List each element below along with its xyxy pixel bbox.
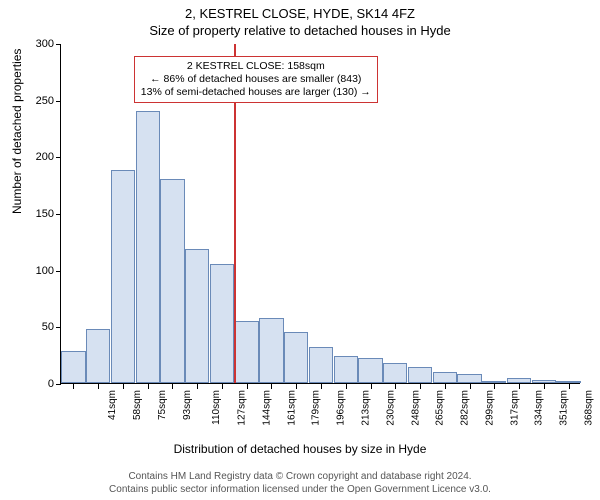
title-subtitle: Size of property relative to detached ho… [0, 21, 600, 42]
x-tick-label: 127sqm [237, 390, 248, 426]
x-tick-mark [247, 384, 248, 389]
histogram-bar [457, 374, 481, 383]
histogram-bar [61, 351, 85, 383]
x-tick-mark [494, 384, 495, 389]
x-tick-mark [321, 384, 322, 389]
histogram-bar [111, 170, 135, 383]
x-tick-label: 317sqm [509, 390, 520, 426]
chart-area: 05010015020025030041sqm58sqm75sqm93sqm11… [60, 44, 580, 414]
annotation-box: 2 KESTREL CLOSE: 158sqm← 86% of detached… [134, 56, 378, 103]
x-tick-mark [172, 384, 173, 389]
histogram-bar [86, 329, 110, 383]
y-tick-mark [56, 271, 61, 272]
histogram-bar [334, 356, 358, 383]
x-tick-label: 41sqm [107, 390, 118, 420]
x-tick-label: 368sqm [583, 390, 594, 426]
histogram-bar [185, 249, 209, 383]
x-tick-label: 144sqm [262, 390, 273, 426]
x-tick-mark [519, 384, 520, 389]
x-tick-mark [197, 384, 198, 389]
x-tick-label: 161sqm [286, 390, 297, 426]
annotation-line: 2 KESTREL CLOSE: 158sqm [141, 60, 371, 73]
y-tick-label: 200 [24, 151, 54, 163]
x-tick-label: 299sqm [484, 390, 495, 426]
y-tick-label: 0 [24, 378, 54, 390]
histogram-bar [507, 378, 531, 383]
y-axis-label: Number of detached properties [10, 49, 24, 214]
y-tick-mark [56, 384, 61, 385]
title-address: 2, KESTREL CLOSE, HYDE, SK14 4FZ [0, 0, 600, 21]
histogram-bar [383, 363, 407, 383]
y-tick-mark [56, 157, 61, 158]
y-tick-mark [56, 101, 61, 102]
histogram-bar [532, 380, 556, 383]
x-tick-label: 282sqm [460, 390, 471, 426]
x-tick-label: 179sqm [311, 390, 322, 426]
footer-attribution: Contains HM Land Registry data © Crown c… [0, 470, 600, 496]
y-tick-label: 300 [24, 38, 54, 50]
chart-titles: 2, KESTREL CLOSE, HYDE, SK14 4FZ Size of… [0, 0, 600, 42]
x-tick-mark [123, 384, 124, 389]
x-tick-mark [73, 384, 74, 389]
x-tick-label: 334sqm [534, 390, 545, 426]
histogram-bar [284, 332, 308, 383]
y-tick-mark [56, 44, 61, 45]
y-tick-label: 100 [24, 265, 54, 277]
x-tick-label: 58sqm [132, 390, 143, 420]
histogram-bar [136, 111, 160, 383]
annotation-line: ← 86% of detached houses are smaller (84… [141, 73, 371, 86]
x-tick-label: 75sqm [157, 390, 168, 420]
x-tick-mark [148, 384, 149, 389]
x-axis-label: Distribution of detached houses by size … [0, 442, 600, 456]
y-tick-label: 250 [24, 95, 54, 107]
x-tick-mark [222, 384, 223, 389]
x-tick-mark [420, 384, 421, 389]
histogram-bar [358, 358, 382, 383]
x-tick-label: 196sqm [336, 390, 347, 426]
annotation-line: 13% of semi-detached houses are larger (… [141, 86, 371, 99]
x-tick-label: 351sqm [559, 390, 570, 426]
x-tick-mark [445, 384, 446, 389]
x-tick-mark [395, 384, 396, 389]
x-tick-label: 248sqm [410, 390, 421, 426]
x-tick-mark [544, 384, 545, 389]
x-tick-mark [98, 384, 99, 389]
footer-line2: Contains public sector information licen… [0, 483, 600, 496]
histogram-bar [556, 381, 580, 383]
x-tick-mark [346, 384, 347, 389]
plot-area: 05010015020025030041sqm58sqm75sqm93sqm11… [60, 44, 580, 384]
histogram-bar [309, 347, 333, 383]
histogram-bar [482, 381, 506, 383]
y-tick-label: 50 [24, 321, 54, 333]
histogram-bar [235, 321, 259, 383]
x-tick-label: 93sqm [182, 390, 193, 420]
footer-line1: Contains HM Land Registry data © Crown c… [0, 470, 600, 483]
histogram-bar [408, 367, 432, 383]
x-tick-label: 110sqm [211, 390, 222, 425]
histogram-bar [160, 179, 184, 383]
y-tick-label: 150 [24, 208, 54, 220]
x-tick-label: 265sqm [435, 390, 446, 426]
y-tick-mark [56, 327, 61, 328]
x-tick-label: 230sqm [385, 390, 396, 426]
x-tick-mark [271, 384, 272, 389]
histogram-bar [433, 372, 457, 383]
histogram-bar [259, 318, 283, 383]
x-tick-mark [296, 384, 297, 389]
x-tick-mark [470, 384, 471, 389]
x-tick-mark [569, 384, 570, 389]
histogram-bar [210, 264, 234, 383]
y-tick-mark [56, 214, 61, 215]
x-tick-label: 213sqm [361, 390, 372, 426]
x-tick-mark [371, 384, 372, 389]
